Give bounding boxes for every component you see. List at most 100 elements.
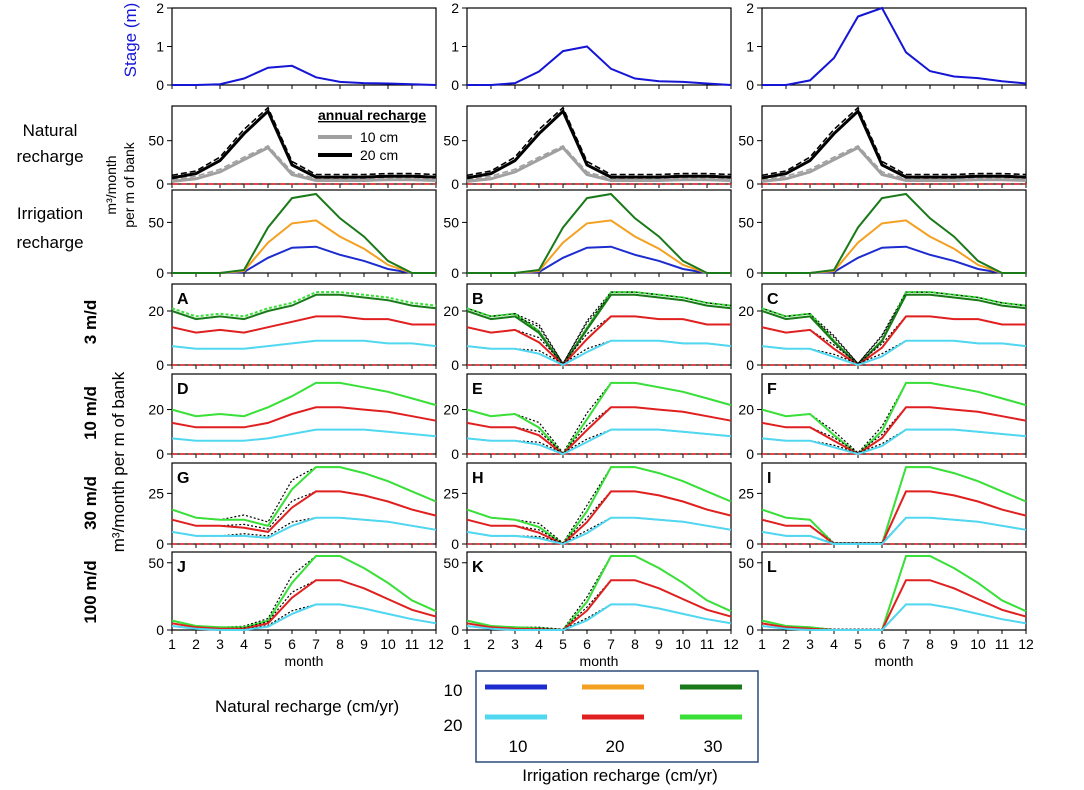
legend-row-title: Natural recharge (cm/yr) [215, 697, 399, 716]
xtick-label-3-12: 12 [1018, 636, 1034, 652]
natural-recharge-label-line1: Natural [23, 121, 78, 140]
xtick-label-1-1: 1 [168, 636, 176, 652]
panel-H-cyan [466, 516, 732, 546]
panel-F-ytick-label: 20 [738, 402, 754, 418]
panel-A-letter: A [177, 291, 189, 308]
panel-A-red [171, 315, 436, 334]
xlabel-1: month [285, 653, 324, 669]
panel-H-ytick-label: 0 [451, 536, 459, 552]
panel-D-ytick-label: 20 [148, 402, 164, 418]
xtick-label-2-7: 7 [607, 636, 615, 652]
panel-B-frame [466, 283, 732, 366]
panel-G-cyan [171, 516, 437, 539]
panel-K-red-dotted [466, 579, 732, 630]
panel-J-red [171, 579, 437, 630]
row-label-3md: 3 m/d [81, 300, 100, 344]
xtick-label-3-2: 2 [782, 636, 790, 652]
legend-label-20cm: 20 cm [360, 147, 398, 163]
panel-D-cyan [171, 428, 437, 442]
irrigation-series-3-0 [762, 245, 1026, 274]
xtick-label-1-4: 4 [240, 636, 248, 652]
xtick-label-2-12: 12 [723, 636, 739, 652]
natural-panel-1-ytick-label: 50 [148, 133, 164, 149]
panel-L-frame [761, 551, 1027, 631]
xtick-label-2-6: 6 [583, 636, 591, 652]
panel-K-red [466, 579, 732, 632]
natural-series-1-3 [171, 106, 437, 177]
xtick-label-3-9: 9 [950, 636, 958, 652]
irrigation-panel-1-ytick-label: 0 [156, 265, 164, 281]
panel-J-red-dotted [171, 579, 437, 630]
xtick-label-3-10: 10 [970, 636, 986, 652]
panel-B-red-low [466, 315, 731, 367]
panel-I-ytick-label: 25 [738, 485, 754, 501]
irrigation-panel-3-ytick-label: 50 [738, 214, 754, 230]
xlabel-2: month [580, 653, 619, 669]
xtick-label-2-8: 8 [631, 636, 639, 652]
natural-series-2-1 [466, 144, 732, 181]
xtick-label-1-10: 10 [380, 636, 396, 652]
irrigation-series-3-2 [762, 192, 1026, 274]
xtick-label-1-12: 12 [428, 636, 444, 652]
panel-B-letter: B [472, 291, 484, 308]
panel-C-dark_green [761, 293, 1027, 367]
panel-B-dark_green-dotted [466, 294, 732, 365]
panel-A-ytick-label: 0 [156, 357, 164, 373]
panel-grid: 012012012050050050050050050020A020B020C0… [148, 0, 1034, 669]
panel-A-ytick-label: 20 [148, 303, 164, 319]
flux-ylabel-line2: per m of bank [121, 141, 137, 228]
panel-A-light_green [171, 291, 437, 318]
panel-D-green [171, 381, 437, 418]
natural-series-2-2 [466, 108, 732, 180]
panel-J-frame [171, 551, 437, 631]
natural-panel-2-ytick-label: 0 [451, 176, 459, 192]
panel-C-cyan [761, 339, 1027, 367]
legend-box [475, 670, 759, 763]
panel-B-red-dotted [466, 315, 731, 365]
panel-E-ytick-label: 0 [451, 446, 459, 462]
row-label-100md: 100 m/d [81, 560, 100, 623]
irrigation-panel-1-frame [171, 189, 437, 274]
panel-B-light_green [466, 291, 732, 367]
xtick-label-1-6: 6 [288, 636, 296, 652]
xtick-label-3-8: 8 [926, 636, 934, 652]
panel-H-green [466, 466, 732, 546]
panel-I-red [761, 490, 1027, 545]
panel-B-ytick-label: 20 [443, 303, 459, 319]
panel-L-red [761, 579, 1027, 631]
xtick-label-3-11: 11 [995, 636, 1010, 652]
panel-J-ytick-label: 0 [156, 622, 164, 638]
xtick-label-3-1: 1 [758, 636, 766, 652]
panel-K-ytick-label: 0 [451, 622, 459, 638]
stage-panel-3-ytick-label: 0 [746, 77, 754, 93]
panel-K-green [466, 555, 732, 632]
panel-G-green-dotted [171, 466, 437, 523]
panel-F-ytick-label: 0 [746, 446, 754, 462]
xtick-label-1-11: 11 [405, 636, 420, 652]
panel-L-green [761, 555, 1027, 631]
legend-col-value-30: 30 [704, 737, 723, 756]
panel-J-letter: J [177, 559, 186, 576]
panel-G-green [171, 466, 437, 527]
row-label-30md: 30 m/d [81, 476, 100, 530]
panel-L-ytick-label: 0 [746, 622, 754, 638]
annual-recharge-legend: annual recharge 10 cm 20 cm [318, 107, 426, 163]
legend-col-value-20: 20 [606, 737, 625, 756]
legend-row-value-20: 20 [444, 716, 463, 735]
natural-series-1-0 [171, 145, 437, 183]
panel-H-ytick-label: 25 [443, 485, 459, 501]
natural-series-2-0 [466, 145, 732, 183]
stage-panel-1-frame [171, 7, 437, 86]
panel-E-cyan [466, 428, 732, 456]
panel-G-cyan-dotted [171, 517, 437, 537]
panel-B-dark_green [466, 293, 732, 367]
xtick-label-2-5: 5 [559, 636, 567, 652]
panel-D-ytick-label: 0 [156, 446, 164, 462]
stage-series-2 [467, 45, 732, 86]
irrigation-recharge-label-line2: recharge [16, 233, 83, 252]
panel-E-letter: E [472, 381, 483, 398]
natural-panel-2-ytick-label: 50 [443, 133, 459, 149]
panel-K-frame [466, 551, 732, 631]
xtick-label-2-11: 11 [700, 636, 715, 652]
xtick-label-3-7: 7 [902, 636, 910, 652]
